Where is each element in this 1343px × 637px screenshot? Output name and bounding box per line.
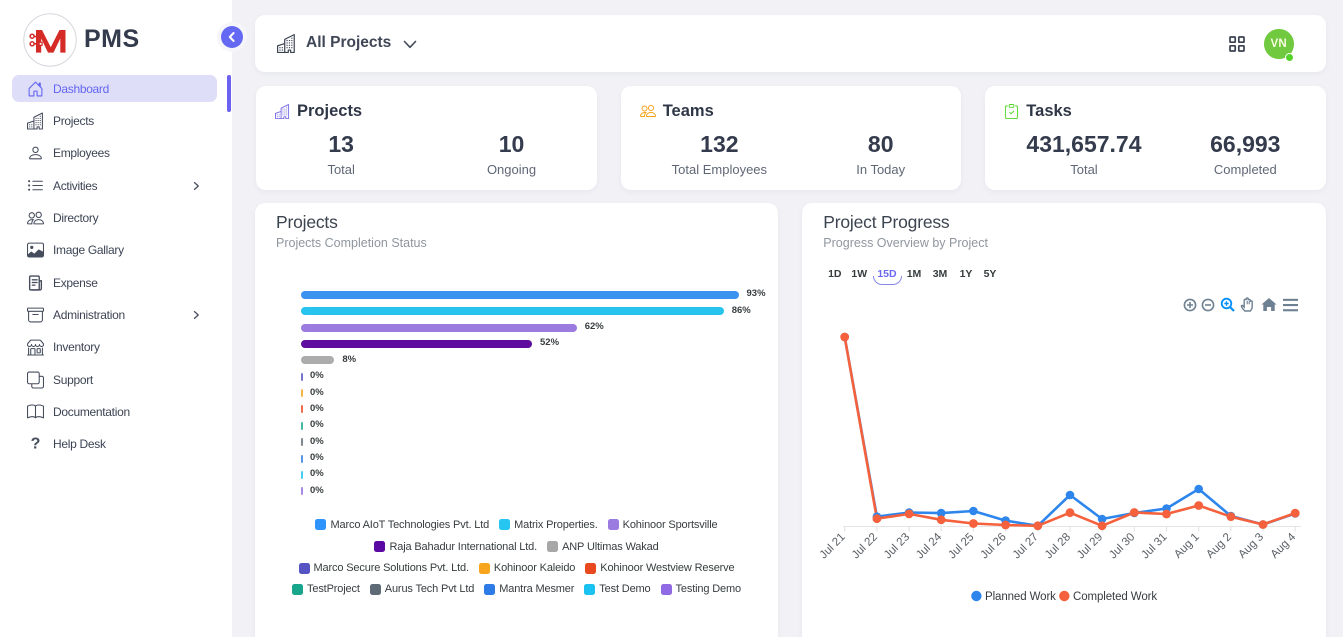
svg-text:Aug 2: Aug 2 bbox=[1205, 531, 1235, 561]
svg-text:Jul 28: Jul 28 bbox=[1043, 531, 1073, 561]
svg-text:Jul 24: Jul 24 bbox=[914, 531, 945, 562]
svg-text:Jul 22: Jul 22 bbox=[850, 531, 880, 561]
svg-text:Jul 26: Jul 26 bbox=[979, 531, 1009, 561]
svg-text:Aug 1: Aug 1 bbox=[1172, 531, 1202, 561]
svg-text:Planned Work: Planned Work bbox=[985, 591, 1056, 603]
svg-text:Jul 27: Jul 27 bbox=[1011, 531, 1041, 561]
svg-text:Completed Work: Completed Work bbox=[1073, 591, 1157, 603]
svg-text:Jul 31: Jul 31 bbox=[1140, 531, 1170, 561]
svg-text:Jul 25: Jul 25 bbox=[947, 531, 977, 561]
svg-text:Aug 3: Aug 3 bbox=[1237, 531, 1267, 561]
svg-text:Jul 30: Jul 30 bbox=[1108, 531, 1138, 561]
svg-text:Jul 23: Jul 23 bbox=[882, 531, 912, 561]
svg-text:Jul 21: Jul 21 bbox=[818, 531, 848, 561]
svg-text:Aug 4: Aug 4 bbox=[1269, 531, 1299, 561]
svg-text:Jul 29: Jul 29 bbox=[1075, 531, 1105, 561]
